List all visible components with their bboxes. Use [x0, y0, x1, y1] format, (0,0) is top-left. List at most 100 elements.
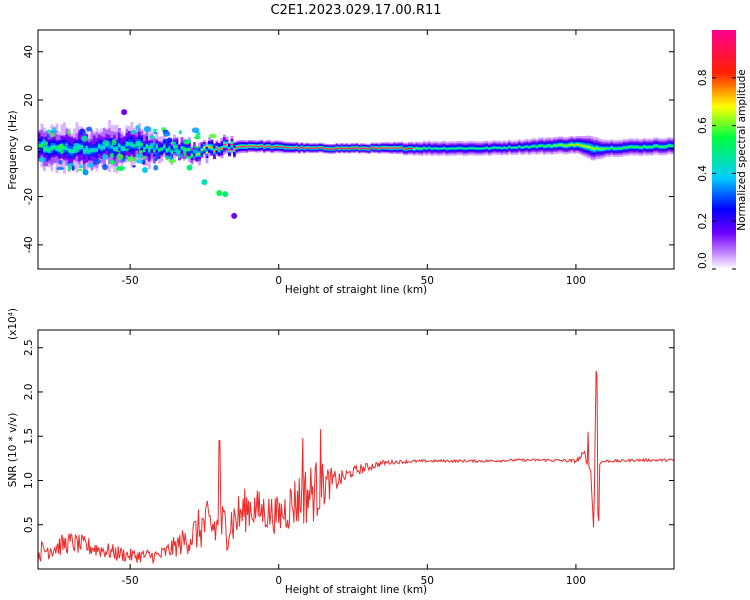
heat-cell [148, 150, 151, 152]
heat-cell [410, 147, 414, 149]
heat-cell [545, 145, 549, 147]
heat-cell [490, 147, 494, 149]
heat-cell [50, 147, 54, 149]
heat-cell [610, 147, 614, 149]
heat-cell [448, 148, 451, 150]
heat-cell [470, 147, 474, 149]
heat-blob [73, 142, 80, 147]
heat-cell [465, 148, 469, 150]
heat-cell [200, 149, 204, 151]
heat-cell [403, 148, 406, 150]
heat-blob [191, 127, 200, 134]
heat-blob [153, 164, 159, 171]
heat-blob [149, 135, 156, 140]
heat-cell [630, 146, 634, 148]
heat-blob [165, 155, 170, 160]
heat-cell [68, 148, 71, 152]
heat-blob [86, 126, 93, 132]
heat-cell [228, 149, 231, 151]
heat-blob [175, 150, 180, 155]
heat-blob [130, 129, 138, 134]
heat-cell [518, 146, 521, 148]
heat-cell [80, 145, 84, 149]
heat-cell [285, 147, 289, 149]
figure-title: C2E1.2023.029.17.00.R11 [270, 3, 441, 18]
heat-cell [248, 145, 251, 147]
heat-cell [560, 144, 564, 146]
heat-cell [295, 146, 299, 148]
heat-cell [375, 147, 379, 149]
heat-cell [38, 144, 41, 148]
x-tick-label: 50 [421, 575, 434, 587]
heat-cell [210, 147, 214, 149]
heat-cell [543, 146, 546, 148]
heat-cell [220, 147, 224, 149]
heat-cell [185, 149, 189, 151]
heat-cell [123, 147, 126, 150]
heat-blob [116, 153, 124, 160]
heat-cell [53, 145, 56, 149]
heat-cell [353, 147, 356, 149]
spectrogram-ylabel: Frequency (Hz) [7, 110, 19, 189]
snr-y-ticks: 0.5 1.0 1.5 2.0 2.5 [23, 339, 674, 533]
heat-cell [160, 147, 164, 150]
heat-cell [533, 145, 536, 147]
heat-blob [121, 109, 128, 116]
heat-cell [320, 147, 324, 149]
heat-blob [146, 145, 153, 150]
heat-cell [393, 147, 396, 149]
heat-cell [75, 146, 79, 150]
heat-cell [450, 147, 454, 149]
heat-cell [370, 147, 374, 149]
heat-cell [493, 146, 496, 148]
heat-blob [102, 153, 108, 160]
heat-blob [192, 149, 200, 154]
heat-blob [135, 153, 143, 159]
heat-blob [142, 155, 147, 160]
heat-cell [265, 145, 269, 147]
heat-cell [223, 143, 226, 145]
heat-cell [653, 145, 656, 147]
heat-blob [155, 152, 160, 159]
heat-cell [395, 147, 399, 149]
heat-cell [298, 148, 301, 150]
heat-blob [169, 155, 173, 160]
heat-blob [216, 189, 223, 196]
heat-cell [618, 147, 621, 149]
heat-cell [55, 147, 59, 150]
heat-blob [177, 154, 181, 159]
colorbar-gradient [712, 30, 736, 269]
heat-cell [90, 148, 94, 152]
heat-cell [625, 147, 629, 149]
heat-cell [473, 147, 476, 149]
heat-cell [433, 147, 436, 149]
heat-cell [638, 146, 641, 148]
heat-cell [153, 149, 156, 152]
heat-cell [245, 146, 249, 148]
heat-cell [423, 147, 426, 149]
heat-cell [253, 145, 256, 147]
heat-cell [290, 147, 294, 149]
heat-cell [235, 146, 239, 148]
heat-cell [435, 148, 439, 150]
heat-blob [168, 158, 177, 164]
heat-cell [360, 147, 364, 149]
heat-cell [565, 145, 569, 147]
heat-blob [222, 191, 229, 198]
heat-blob [127, 156, 136, 162]
x-tick-label: 50 [421, 275, 434, 287]
heat-cell [538, 145, 541, 147]
heat-blob [66, 144, 70, 148]
heat-cell [520, 147, 524, 149]
heat-blob [102, 163, 109, 171]
y-tick-label: 40 [23, 45, 35, 58]
heat-cell [115, 147, 119, 151]
heat-cell [505, 147, 509, 149]
heat-cell [485, 147, 489, 149]
heat-cell [100, 146, 104, 150]
heat-cell [588, 146, 591, 148]
heat-cell [343, 148, 346, 150]
heat-blob [135, 158, 143, 164]
heat-cell [125, 142, 129, 146]
snr-panel: -50 0 50 100 0.5 1.0 1.5 2.0 2.5 Height of stra… [7, 308, 675, 596]
